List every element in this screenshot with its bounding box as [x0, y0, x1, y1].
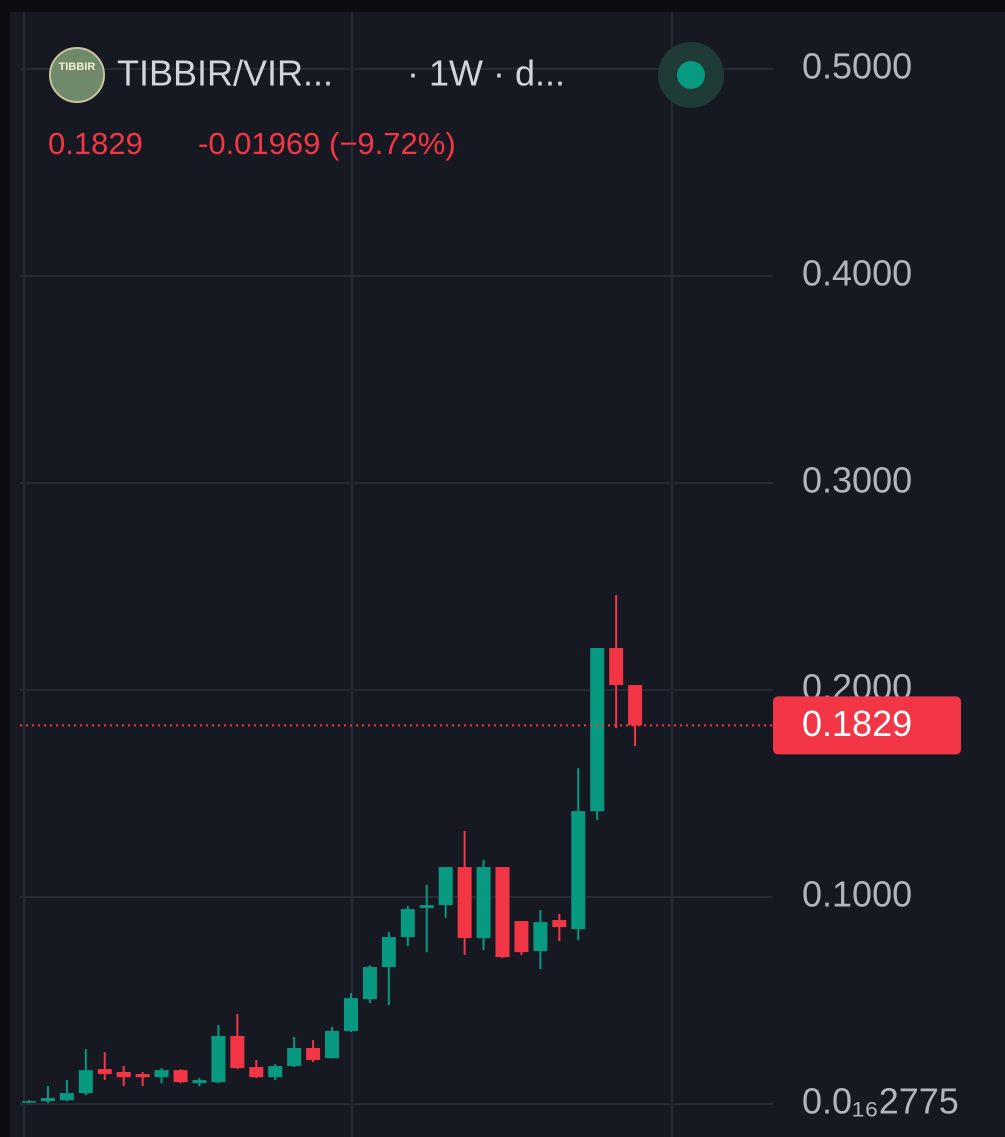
last-price-box [773, 696, 961, 755]
last-price-label: 0.1829 [802, 703, 912, 744]
candle-body [287, 1047, 302, 1066]
candle-body [590, 647, 605, 812]
grid [20, 67, 773, 1106]
candle-body [306, 1047, 321, 1060]
candle-body [419, 905, 434, 909]
logo-text: TIBBIR [59, 61, 96, 73]
candle-body [135, 1074, 150, 1078]
candle-body [173, 1070, 188, 1083]
candle-body [457, 867, 472, 939]
candle-body [552, 920, 567, 928]
candle-body [325, 1031, 340, 1059]
candle-body [362, 967, 377, 1000]
logo [50, 48, 104, 102]
y-tick-label: 0.1000 [802, 874, 912, 915]
candle-body [495, 867, 510, 958]
candle-body [628, 685, 643, 726]
candle-body [343, 998, 358, 1032]
candle-body [571, 811, 586, 930]
candle-body [211, 1035, 226, 1083]
candle-body [78, 1070, 93, 1094]
y-tick-label: 0.0₁₆2775 [802, 1081, 959, 1122]
candle-body [116, 1071, 131, 1078]
top-strip [0, 0, 1005, 12]
candle-body [249, 1067, 264, 1078]
candles [22, 594, 643, 1104]
candle-body [268, 1065, 283, 1078]
change: -0.01969 (−9.72%) [198, 126, 456, 161]
candle-body [400, 909, 415, 938]
candle-body [438, 867, 453, 906]
price: 0.1829 [48, 126, 143, 161]
logo-ring [49, 47, 105, 103]
symbol: TIBBIR/VIR... [117, 53, 333, 94]
candle-body [533, 922, 548, 952]
candle-body [381, 937, 396, 968]
y-tick-label: 0.5000 [802, 45, 912, 86]
left-edge [0, 12, 10, 1137]
candle-body [40, 1098, 55, 1102]
y-tick-label: 0.3000 [802, 460, 912, 501]
candle-body [22, 1101, 36, 1103]
header: TIBBIR TIBBIR/VIR... · 1W · d... 0.1829 -… [48, 42, 724, 161]
candle-body [230, 1035, 245, 1069]
candle-body [514, 921, 529, 953]
y-tick-label: 0.4000 [802, 252, 912, 293]
candle-body [59, 1093, 74, 1101]
candle-body [192, 1080, 207, 1084]
status-dot [677, 61, 705, 89]
candle-body [609, 647, 624, 686]
candle-body [97, 1069, 112, 1075]
candle-body [154, 1070, 169, 1078]
interval: · 1W · d... [407, 53, 565, 94]
candle-body [476, 867, 491, 939]
